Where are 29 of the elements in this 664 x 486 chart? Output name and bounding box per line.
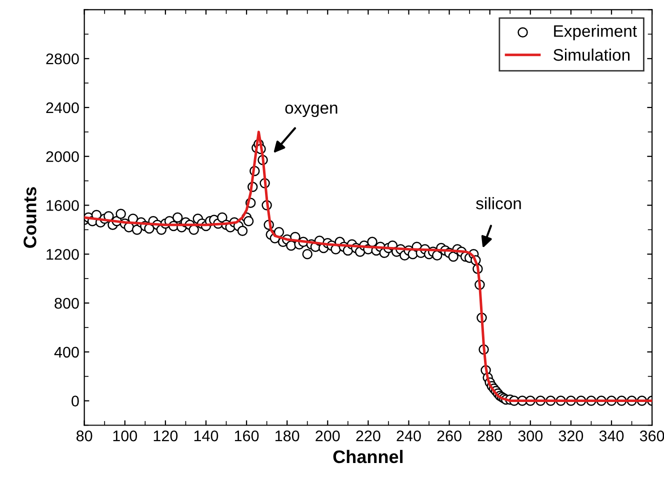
x-tick-label: 120 <box>154 430 178 442</box>
legend-label: Simulation <box>554 48 630 61</box>
y-tick-label: 400 <box>54 346 79 358</box>
y-tick-label: 0 <box>72 396 79 406</box>
y-tick-label: 2000 <box>46 151 79 162</box>
x-tick-label: 180 <box>276 430 300 442</box>
x-axis-title: Channel <box>333 450 403 464</box>
x-tick-label: 320 <box>558 430 584 442</box>
x-tick-label: 340 <box>599 430 624 442</box>
y-tick-label: 800 <box>54 298 79 309</box>
x-tick-label: 300 <box>518 430 543 442</box>
x-tick-label: 100 <box>113 430 138 442</box>
x-tick-label: 360 <box>640 430 664 442</box>
y-axis-title: Counts <box>24 187 36 248</box>
annotation: silicon <box>476 197 521 210</box>
x-tick-label: 200 <box>316 430 340 442</box>
y-tick-label: 2800 <box>46 53 79 64</box>
x-tick-label: 220 <box>356 430 380 442</box>
x-tick-label: 280 <box>478 430 502 442</box>
x-tick-label: 140 <box>194 430 218 442</box>
x-tick-label: 260 <box>437 430 462 442</box>
legend-label: Experiment <box>554 24 637 40</box>
x-tick-label: 240 <box>396 430 421 442</box>
annotation: oxygen <box>285 104 338 118</box>
y-tick-label: 2400 <box>46 102 79 114</box>
y-tick-label: 1200 <box>46 249 79 260</box>
x-tick-label: 160 <box>234 430 259 442</box>
x-tick-label: 80 <box>76 430 92 442</box>
y-tick-label: 1600 <box>46 200 79 211</box>
